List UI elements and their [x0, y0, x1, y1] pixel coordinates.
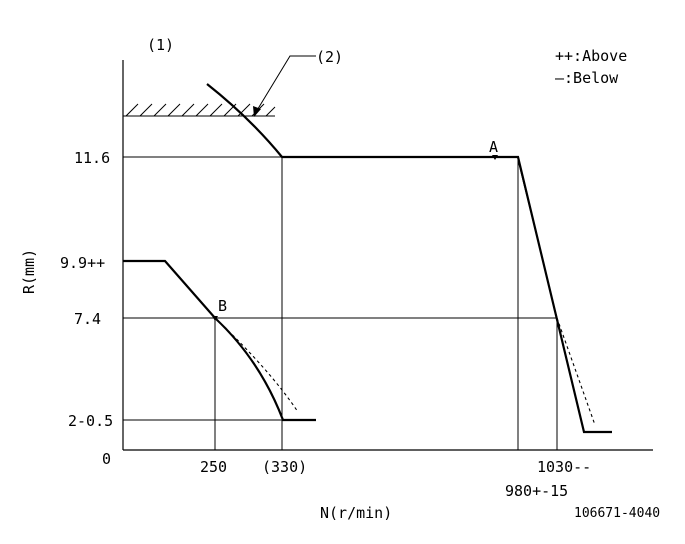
- full-load-curve: [206, 83, 612, 434]
- x-tick-1030: 1030--: [537, 458, 591, 476]
- y-tick-9-9: 9.9++: [60, 254, 105, 272]
- idle-tolerance-dashed: [214, 317, 299, 413]
- marker-2-label: (2): [316, 48, 343, 66]
- figure-id: 106671-4040: [574, 506, 660, 521]
- high-speed-tolerance-solid: [517, 159, 558, 319]
- stopper-hatch: [123, 103, 276, 117]
- marker-1-label: (1): [147, 36, 174, 54]
- high-speed-tolerance-dashed: [556, 317, 596, 426]
- point-b-label: B: [218, 297, 227, 315]
- legend-above: ++:Above: [555, 47, 627, 65]
- leader-2-arrowhead: [253, 106, 261, 117]
- y-tick-11-6: 11.6: [74, 149, 110, 167]
- point-a-label: A: [489, 138, 498, 156]
- origin-label: 0: [102, 450, 111, 468]
- x-tick-330: (330): [262, 458, 307, 476]
- point-a-marker: [492, 155, 498, 160]
- x-tick-980: 980+-15: [505, 482, 568, 500]
- y-tick-2: 2-0.5: [68, 412, 113, 430]
- x-axis-label: N(r/min): [320, 504, 392, 522]
- y-axis-label: R(mm): [20, 249, 38, 294]
- y-tick-7-4: 7.4: [74, 310, 101, 328]
- idle-curve: [123, 259, 316, 422]
- x-tick-250: 250: [200, 458, 227, 476]
- legend-below: —:Below: [555, 69, 619, 87]
- leader-2: [255, 55, 316, 113]
- point-b-marker: [212, 316, 218, 321]
